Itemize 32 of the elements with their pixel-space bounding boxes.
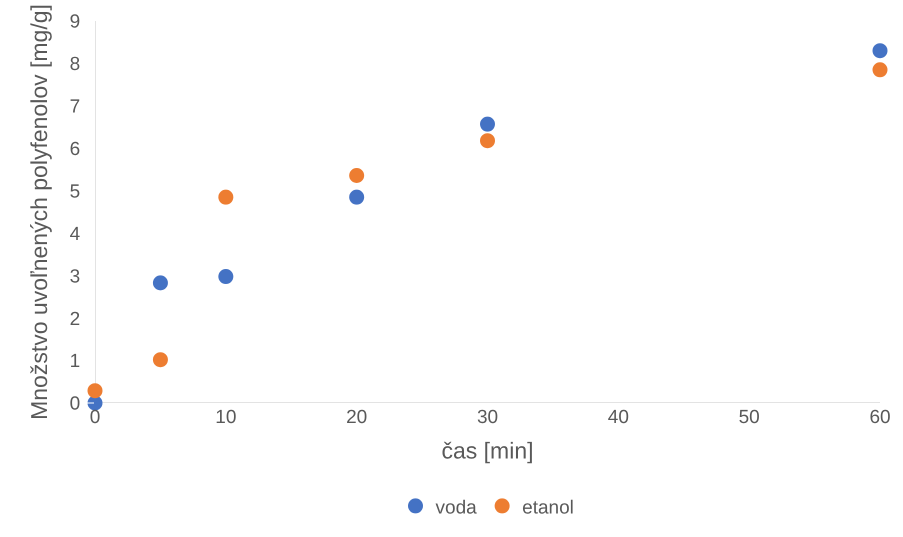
x-axis-title: čas [min] (441, 438, 534, 464)
y-tick-label: 0 (70, 394, 80, 415)
point (480, 133, 495, 148)
x-tick-label: 10 (215, 407, 236, 428)
point (152, 275, 168, 290)
x-tick-label: 40 (608, 407, 629, 428)
y-tick-label: 4 (70, 224, 81, 245)
point (218, 269, 234, 284)
y-tick-label: 8 (70, 54, 80, 76)
point (349, 190, 364, 205)
point (349, 168, 364, 183)
point (872, 62, 888, 78)
y-tick-label: 3 (70, 266, 80, 288)
point (88, 383, 102, 398)
point (872, 43, 888, 58)
x-tick-label: 30 (476, 407, 498, 428)
y-tick-label: 5 (70, 181, 80, 202)
legend-label: etanol (522, 497, 574, 518)
point (152, 352, 168, 368)
y-tick-label: 7 (70, 96, 80, 118)
y-tick-label: 9 (70, 12, 80, 33)
point (480, 116, 495, 132)
legend-label: voda (436, 497, 478, 518)
y-tick-label: 1 (70, 351, 80, 372)
x-tick-label: 20 (346, 407, 368, 428)
x-tick-label: 50 (738, 407, 760, 428)
y-tick-label: 6 (70, 138, 80, 160)
x-tick-label: 60 (869, 407, 891, 428)
y-axis-title: Množstvo uvoľnených polyfenolov [mg/g] (26, 4, 52, 420)
point (218, 190, 234, 205)
y-tick-label: 2 (70, 308, 80, 330)
x-tick-label: 0 (90, 407, 100, 428)
